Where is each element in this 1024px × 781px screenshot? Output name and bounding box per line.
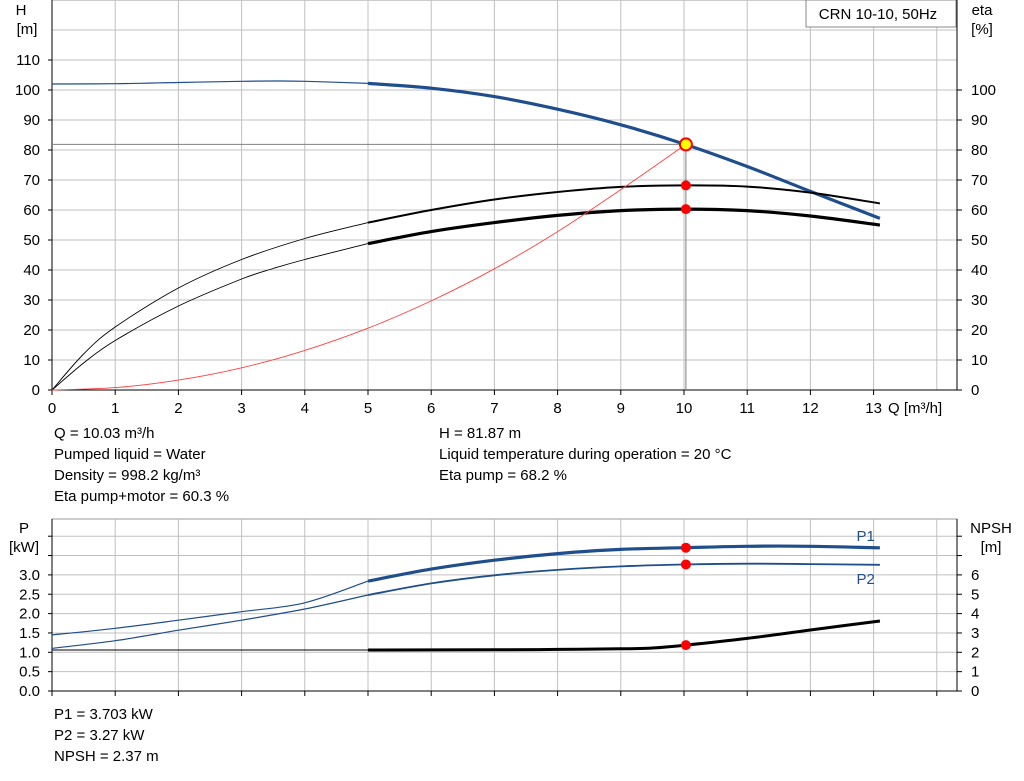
info-npsh: NPSH = 2.37 m bbox=[54, 748, 159, 765]
top-y2-tick-label: 50 bbox=[971, 232, 988, 249]
marker-eta-total bbox=[680, 204, 691, 215]
chart-title: CRN 10-10, 50Hz bbox=[819, 6, 937, 23]
top-y2-tick-label: 20 bbox=[971, 322, 988, 339]
top-y-tick-label: 100 bbox=[15, 82, 40, 99]
y-axis-label-unit: [m] bbox=[17, 21, 38, 38]
x-axis-label: Q [m³/h] bbox=[888, 400, 942, 417]
bottom-y-tick-label: 0.5 bbox=[19, 664, 40, 681]
top-y2-tick-label: 10 bbox=[971, 352, 988, 369]
bottom-y2-tick-label: 3 bbox=[971, 625, 979, 642]
curve-H-thin bbox=[51, 80, 369, 85]
y-axis-label-p: P bbox=[19, 520, 29, 537]
x-tick-label: 1 bbox=[111, 400, 119, 417]
x-tick-label: 3 bbox=[237, 400, 245, 417]
top-info-left: Q = 10.03 m³/h Pumped liquid = Water Den… bbox=[54, 423, 229, 507]
bottom-y-tick-label: 0.0 bbox=[19, 683, 40, 700]
curve-eta_pump bbox=[367, 184, 881, 224]
x-tick-label: 2 bbox=[174, 400, 182, 417]
info-liquid: Pumped liquid = Water bbox=[54, 446, 206, 463]
info-head: H = 81.87 m bbox=[439, 425, 522, 442]
x-tick-label: 5 bbox=[364, 400, 372, 417]
bottom-y2-tick-label: 0 bbox=[971, 683, 979, 700]
top-y2-tick-label: 40 bbox=[971, 262, 988, 279]
top-info-right: H = 81.87 m Liquid temperature during op… bbox=[439, 423, 731, 486]
top-y-tick-label: 0 bbox=[32, 382, 40, 399]
legend-label-P2: P2 bbox=[857, 571, 875, 588]
y2-axis-label-m: [m] bbox=[981, 539, 1002, 556]
marker-duty-point bbox=[678, 137, 693, 152]
top-y2-tick-label: 70 bbox=[971, 172, 988, 189]
bottom-y-tick-label: 2.5 bbox=[19, 586, 40, 603]
top-y2-tick-label: 80 bbox=[971, 142, 988, 159]
info-temperature: Liquid temperature during operation = 20… bbox=[439, 446, 732, 463]
top-y-tick-label: 40 bbox=[23, 262, 40, 279]
top-y-tick-label: 10 bbox=[23, 352, 40, 369]
bottom-y2-tick-label: 1 bbox=[971, 664, 979, 681]
marker-p1 bbox=[680, 542, 691, 553]
x-tick-label: 6 bbox=[427, 400, 435, 417]
curve-eta_pump-thin bbox=[51, 222, 369, 391]
x-tick-label: 9 bbox=[617, 400, 625, 417]
top-y-tick-label: 110 bbox=[16, 52, 40, 69]
info-eta-pump: Eta pump = 68.2 % bbox=[439, 467, 567, 484]
x-tick-label: 12 bbox=[802, 400, 819, 417]
y-axis-label-h: H bbox=[16, 2, 27, 19]
y-axis-label-kw: [kW] bbox=[9, 539, 39, 556]
x-tick-label: 8 bbox=[553, 400, 561, 417]
curve-system-thin bbox=[51, 144, 687, 391]
x-tick-label: 13 bbox=[865, 400, 882, 417]
bottom-y-tick-label: 3.0 bbox=[19, 567, 40, 584]
bottom-plot-area bbox=[51, 518, 958, 692]
bottom-info: P1 = 3.703 kW P2 = 3.27 kW NPSH = 2.37 m bbox=[54, 704, 159, 767]
curve-P2 bbox=[367, 562, 880, 596]
top-y2-tick-label: 0 bbox=[971, 382, 979, 399]
info-density: Density = 998.2 kg/m³ bbox=[54, 467, 201, 484]
top-y2-tick-label: 30 bbox=[971, 292, 988, 309]
bottom-y2-tick-label: 4 bbox=[971, 606, 979, 623]
curve-P2-thin bbox=[51, 594, 369, 649]
y2-axis-label-unit: [%] bbox=[971, 21, 993, 38]
top-y2-tick-label: 90 bbox=[971, 112, 988, 129]
title-box bbox=[805, 0, 957, 28]
top-y-tick-label: 80 bbox=[23, 142, 40, 159]
x-tick-label: 4 bbox=[301, 400, 309, 417]
legend-label-P1: P1 bbox=[857, 528, 875, 545]
top-y-tick-label: 20 bbox=[23, 322, 40, 339]
top-y-tick-label: 60 bbox=[23, 202, 40, 219]
curve-eta_total-thin bbox=[51, 243, 369, 391]
curve-eta_total bbox=[367, 207, 881, 246]
x-tick-label: 0 bbox=[48, 400, 56, 417]
bottom-y-tick-label: 2.0 bbox=[19, 606, 40, 623]
bottom-y2-tick-label: 6 bbox=[971, 567, 979, 584]
top-plot-area bbox=[51, 0, 958, 391]
info-eta-total: Eta pump+motor = 60.3 % bbox=[54, 488, 230, 505]
x-tick-label: 7 bbox=[490, 400, 498, 417]
marker-npsh bbox=[680, 640, 691, 651]
top-y-tick-label: 50 bbox=[23, 232, 40, 249]
top-y-tick-label: 90 bbox=[23, 112, 40, 129]
curve-P1 bbox=[367, 544, 880, 583]
bottom-y2-tick-label: 2 bbox=[971, 644, 979, 661]
marker-eta-pump bbox=[680, 180, 691, 191]
y2-axis-label-eta: eta bbox=[972, 2, 994, 19]
curve-H bbox=[367, 81, 881, 220]
x-tick-label: 11 bbox=[739, 400, 755, 417]
info-p2: P2 = 3.27 kW bbox=[54, 727, 145, 744]
top-y2-tick-label: 100 bbox=[971, 82, 996, 99]
x-tick-label: 10 bbox=[676, 400, 693, 417]
bottom-y2-tick-label: 5 bbox=[971, 586, 979, 603]
info-flow: Q = 10.03 m³/h bbox=[54, 425, 155, 442]
curve-NPSH bbox=[367, 619, 881, 652]
top-y2-tick-label: 60 bbox=[971, 202, 988, 219]
top-y-tick-label: 70 bbox=[23, 172, 40, 189]
bottom-y-tick-label: 1.0 bbox=[19, 644, 40, 661]
top-y-tick-label: 30 bbox=[23, 292, 40, 309]
y2-axis-label-npsh: NPSH bbox=[970, 520, 1012, 537]
bottom-y-tick-label: 1.5 bbox=[19, 625, 40, 642]
curve-P1-thin bbox=[51, 580, 369, 636]
marker-p2 bbox=[680, 559, 691, 570]
info-p1: P1 = 3.703 kW bbox=[54, 706, 153, 723]
